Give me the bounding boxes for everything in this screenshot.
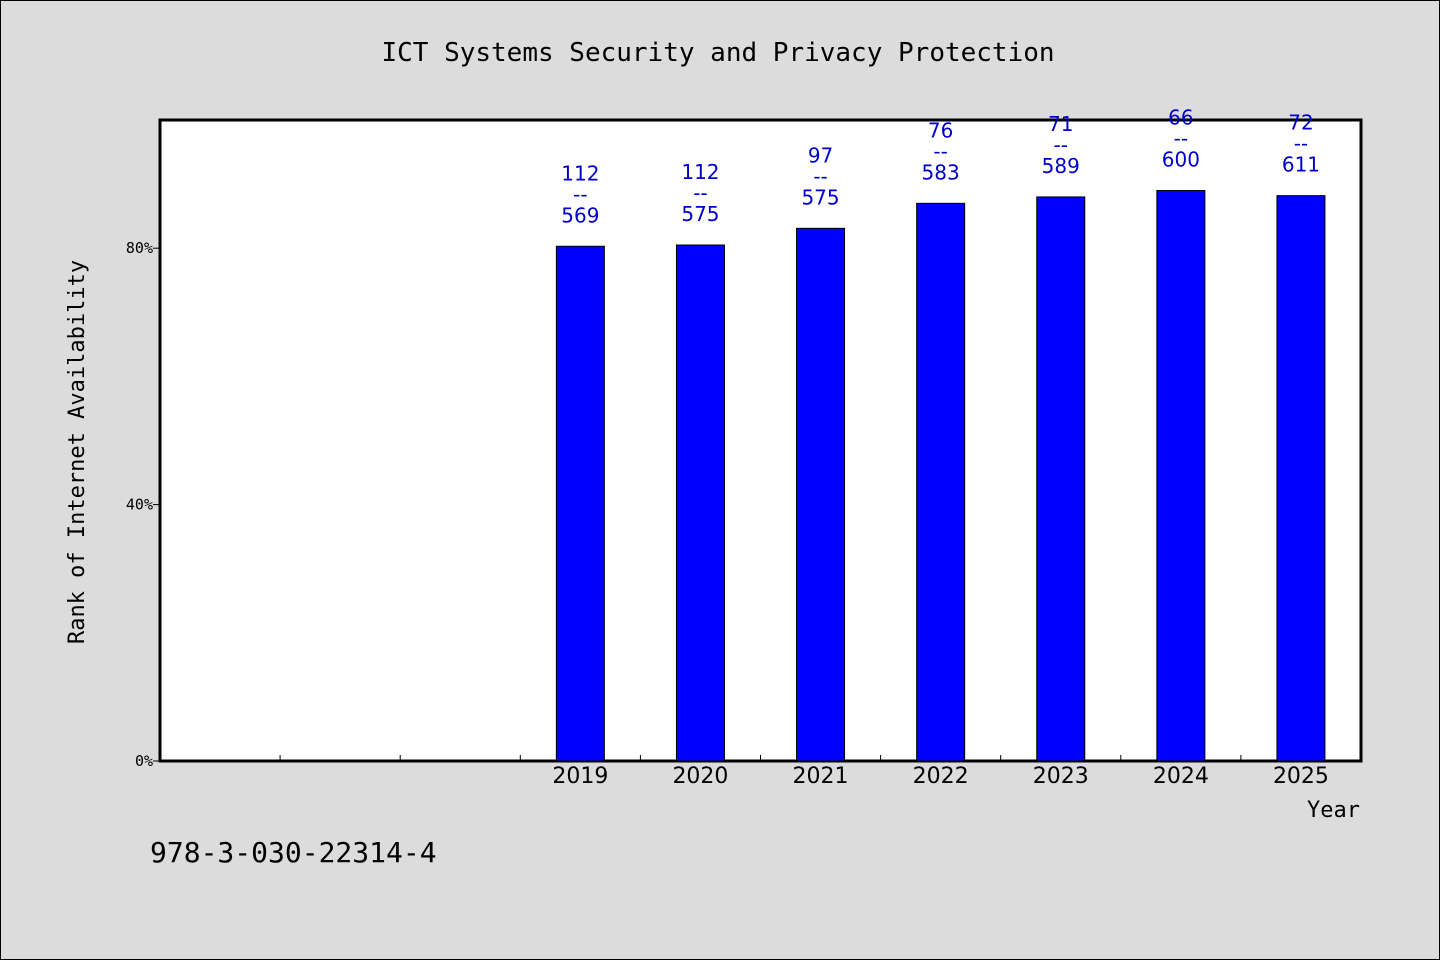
data-label-2019: 569 bbox=[561, 203, 599, 227]
bars-group bbox=[555, 190, 1326, 762]
x-tick-label: 2023 bbox=[1033, 764, 1089, 789]
bar-2020 bbox=[675, 244, 725, 762]
data-label-2025: -- bbox=[1294, 132, 1308, 156]
data-label-2020: 575 bbox=[681, 202, 719, 226]
bar-2023 bbox=[1036, 196, 1086, 762]
data-label-2024: -- bbox=[1174, 127, 1188, 151]
data-label-2019: 112 bbox=[561, 161, 599, 185]
x-tick-label: 2024 bbox=[1153, 764, 1209, 789]
data-labels-group: 112--569112--57597--57576--58371--58966-… bbox=[561, 106, 1320, 228]
bar-2024 bbox=[1156, 190, 1206, 762]
bar-2019 bbox=[555, 245, 605, 762]
x-tick-label: 2021 bbox=[793, 764, 849, 789]
y-tick-label: 80% bbox=[126, 239, 153, 257]
data-label-2021: -- bbox=[813, 164, 827, 188]
data-label-2022: -- bbox=[933, 139, 947, 163]
data-label-2024: 600 bbox=[1162, 148, 1200, 172]
y-axis: 0% 40% 80% bbox=[126, 239, 160, 770]
x-tick-label: 2025 bbox=[1273, 764, 1329, 789]
y-tick-label: 0% bbox=[135, 752, 153, 770]
x-tick-label: 2019 bbox=[552, 764, 608, 789]
bar-2022 bbox=[916, 202, 966, 762]
data-label-2023: -- bbox=[1054, 133, 1068, 157]
data-label-2024: 66 bbox=[1168, 106, 1193, 130]
x-axis: 2019 2020 2021 2022 2023 2024 2025 bbox=[279, 755, 1329, 789]
bar-2025 bbox=[1276, 195, 1326, 762]
x-axis-title: Year bbox=[1307, 798, 1360, 823]
data-label-2025: 611 bbox=[1282, 153, 1320, 177]
data-label-2021: 97 bbox=[808, 143, 833, 167]
y-tick-label: 40% bbox=[126, 496, 153, 514]
x-tick-label: 2022 bbox=[913, 764, 969, 789]
bar-2021 bbox=[796, 227, 846, 762]
data-label-2022: 583 bbox=[922, 160, 960, 184]
data-label-2025: 72 bbox=[1288, 111, 1313, 135]
data-label-2023: 71 bbox=[1048, 112, 1073, 136]
isbn-label: 978-3-030-22314-4 bbox=[150, 836, 437, 869]
chart-title: ICT Systems Security and Privacy Protect… bbox=[381, 38, 1054, 68]
data-label-2022: 76 bbox=[928, 118, 953, 142]
data-label-2019: -- bbox=[573, 182, 587, 206]
data-label-2020: -- bbox=[693, 181, 707, 205]
data-label-2021: 575 bbox=[801, 185, 839, 209]
y-axis-title: Rank of Internet Availability bbox=[65, 260, 90, 644]
x-tick-label: 2020 bbox=[672, 764, 728, 789]
data-label-2023: 589 bbox=[1042, 154, 1080, 178]
data-label-2020: 112 bbox=[681, 160, 719, 184]
